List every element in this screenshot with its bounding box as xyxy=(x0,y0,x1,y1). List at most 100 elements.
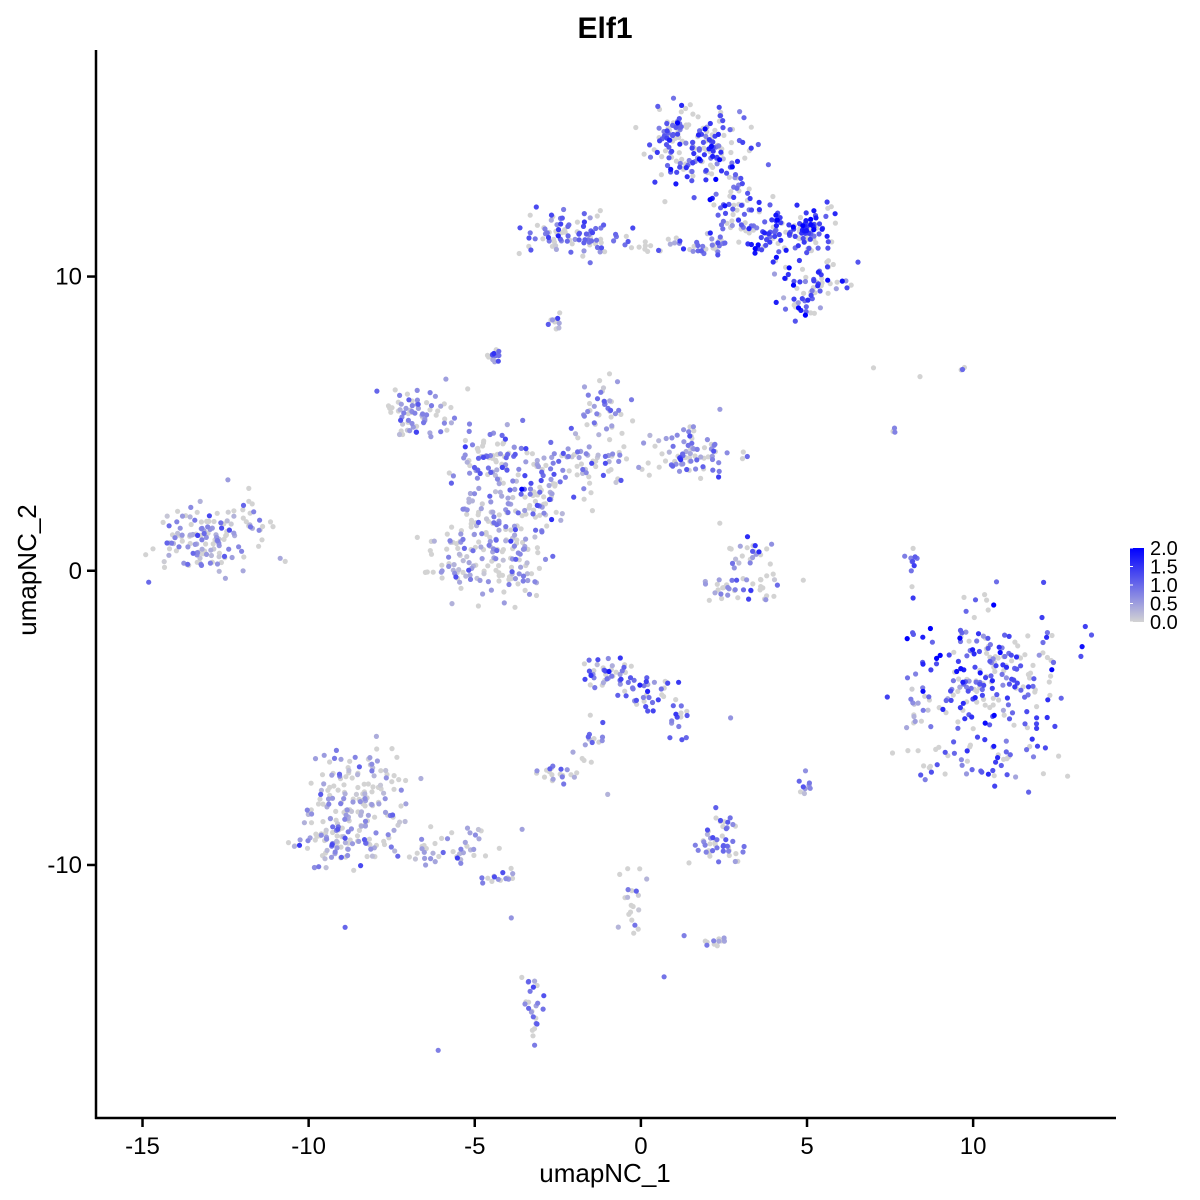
cell-point xyxy=(198,562,205,569)
cell-point xyxy=(971,651,977,657)
cell-point xyxy=(166,552,172,558)
cell-point xyxy=(794,285,800,291)
cell-point xyxy=(398,401,404,407)
cell-point xyxy=(471,531,477,538)
cell-point xyxy=(667,735,673,741)
cell-point xyxy=(600,385,607,391)
cell-point xyxy=(526,591,533,597)
cell-point xyxy=(684,466,690,473)
cell-point xyxy=(609,663,615,669)
cell-point xyxy=(403,777,409,784)
cell-point xyxy=(645,688,651,695)
cell-point xyxy=(402,818,408,825)
cell-point xyxy=(530,511,536,517)
cell-point xyxy=(479,875,485,881)
cell-point xyxy=(409,420,415,427)
cell-point xyxy=(519,974,525,981)
cell-point xyxy=(368,846,374,852)
cell-point xyxy=(527,230,533,236)
cell-point xyxy=(1017,655,1024,661)
cell-point xyxy=(396,431,403,438)
cell-point xyxy=(908,568,914,574)
cell-point xyxy=(501,600,507,606)
cell-point xyxy=(493,459,499,465)
cell-point xyxy=(741,843,747,850)
cell-point xyxy=(767,239,773,245)
cell-point xyxy=(243,519,249,525)
cell-point xyxy=(646,694,652,701)
cell-point xyxy=(811,227,817,233)
cell-point xyxy=(572,236,578,242)
cell-point xyxy=(549,317,556,323)
cell-point xyxy=(683,140,689,146)
cell-point xyxy=(609,673,615,679)
cell-point xyxy=(650,708,656,714)
cell-point xyxy=(342,791,348,797)
cell-point xyxy=(568,249,574,255)
cell-point xyxy=(520,539,526,546)
cell-point xyxy=(1003,738,1009,744)
cell-point xyxy=(490,509,496,515)
cell-point xyxy=(362,791,368,797)
cell-point xyxy=(466,567,472,573)
cell-point xyxy=(667,241,673,247)
cell-point xyxy=(1030,754,1037,760)
cell-point xyxy=(605,791,611,798)
cell-point xyxy=(456,567,462,573)
cell-point xyxy=(771,271,778,277)
cell-point xyxy=(702,581,709,587)
cell-point xyxy=(580,223,587,229)
cell-point xyxy=(427,407,433,413)
cell-point xyxy=(427,548,433,554)
cell-point xyxy=(549,491,555,497)
cell-point xyxy=(691,428,697,434)
cell-point xyxy=(508,865,514,872)
cell-point xyxy=(581,219,588,225)
cell-point xyxy=(1013,654,1020,660)
cell-point xyxy=(450,473,456,479)
cell-point xyxy=(333,808,339,815)
cell-point xyxy=(714,845,720,851)
cell-point xyxy=(548,476,554,482)
cell-point xyxy=(716,474,722,480)
cell-point xyxy=(965,688,971,694)
cell-point xyxy=(731,202,737,208)
cell-point xyxy=(665,236,671,242)
cell-point xyxy=(494,522,500,528)
cell-point xyxy=(477,577,483,584)
cell-point xyxy=(479,556,485,562)
cell-point xyxy=(696,156,702,162)
cell-point xyxy=(496,563,502,569)
cell-point xyxy=(1044,630,1050,636)
cell-point xyxy=(409,403,415,409)
cell-point xyxy=(889,750,896,756)
cell-point xyxy=(534,457,540,464)
cell-point xyxy=(630,225,636,231)
cell-point xyxy=(439,568,445,574)
cell-point xyxy=(172,535,178,541)
cell-point xyxy=(621,664,627,670)
cell-point xyxy=(744,545,750,551)
cell-point xyxy=(358,812,364,818)
cell-point xyxy=(704,827,711,833)
cell-point xyxy=(748,145,754,151)
cell-point xyxy=(1033,721,1040,727)
cell-point xyxy=(922,693,928,699)
cell-point xyxy=(494,547,500,554)
cell-point xyxy=(304,807,310,813)
cell-point xyxy=(659,451,665,457)
cell-point xyxy=(848,282,854,288)
cell-point xyxy=(1004,695,1011,701)
cell-point xyxy=(472,832,478,838)
cell-point xyxy=(696,147,702,153)
x-axis-title: umapNC_1 xyxy=(539,1158,671,1188)
cell-point xyxy=(710,848,716,854)
cell-point xyxy=(617,871,623,878)
colorbar-label: 2.0 xyxy=(1150,538,1178,560)
cell-point xyxy=(376,801,382,807)
cell-point xyxy=(587,215,593,221)
cell-point xyxy=(920,707,926,713)
cell-point xyxy=(471,846,477,853)
cell-point xyxy=(444,836,451,842)
cell-point xyxy=(467,490,473,497)
